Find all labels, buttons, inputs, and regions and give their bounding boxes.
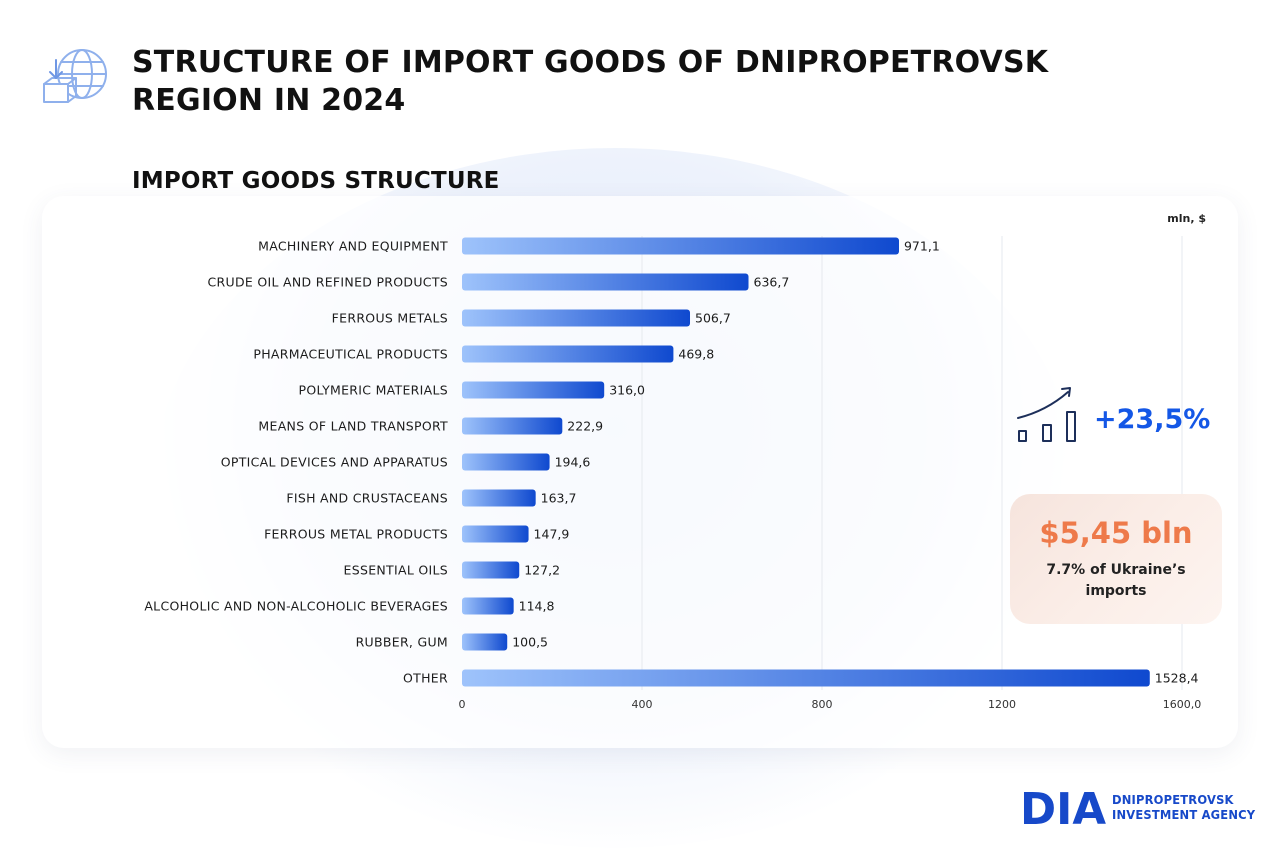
value-label: 316,0: [609, 383, 645, 398]
category-label: PHARMACEUTICAL PRODUCTS: [253, 347, 448, 362]
bar: [462, 237, 899, 255]
bar: [462, 417, 563, 435]
category-label: ESSENTIAL OILS: [344, 563, 448, 578]
category-label: OPTICAL DEVICES AND APPARATUS: [221, 455, 448, 470]
category-label: FERROUS METAL PRODUCTS: [264, 527, 448, 542]
unit-label: mln, $: [1167, 212, 1206, 225]
bars: [462, 237, 1150, 687]
bar: [462, 381, 605, 399]
bar: [462, 669, 1150, 687]
category-label: POLYMERIC MATERIALS: [299, 383, 449, 398]
bar: [462, 597, 514, 615]
globe-import-box-icon: [43, 49, 107, 103]
value-label: 222,9: [567, 419, 603, 434]
page-title: STRUCTURE OF IMPORT GOODS OF DNIPROPETRO…: [132, 45, 1049, 118]
category-label: FISH AND CRUSTACEANS: [286, 491, 448, 506]
value-label: 971,1: [904, 239, 940, 254]
section-title: IMPORT GOODS STRUCTURE: [132, 168, 500, 194]
logo-text: DNIPROPETROVSK INVESTMENT AGENCY: [1112, 792, 1255, 822]
x-tick-label: 1600,0: [1163, 698, 1202, 711]
value-label: 127,2: [524, 563, 560, 578]
category-label: OTHER: [403, 671, 448, 686]
value-label: 636,7: [754, 275, 790, 290]
bar: [462, 489, 536, 507]
value-label: 163,7: [541, 491, 577, 506]
growth-bars-arrow-icon: [1017, 387, 1076, 442]
logo-line-1: DNIPROPETROVSK: [1112, 792, 1234, 807]
labels: 0 400 800 1200 1600,0 MACHINERY AND EQUIPMENT…: [144, 239, 1201, 712]
growth-block: +23,5%: [1012, 384, 1212, 448]
category-label: ALCOHOLIC AND NON-ALCOHOLIC BEVERAGES: [144, 599, 448, 614]
logo-line-2: INVESTMENT AGENCY: [1112, 807, 1256, 822]
x-tick-label: 0: [459, 698, 466, 711]
bar: [462, 273, 749, 291]
category-label: FERROUS METALS: [332, 311, 448, 326]
bar: [462, 453, 550, 471]
value-label: 194,6: [555, 455, 591, 470]
category-label: CRUDE OIL AND REFINED PRODUCTS: [208, 275, 448, 290]
growth-value: +23,5%: [1094, 404, 1211, 435]
value-label: 469,8: [678, 347, 714, 362]
value-label: 506,7: [695, 311, 731, 326]
dia-logo-mark: DIA: [1020, 784, 1106, 828]
x-tick-label: 800: [812, 698, 833, 711]
category-label: MACHINERY AND EQUIPMENT: [258, 239, 448, 254]
dia-logo: DIA DNIPROPETROVSK INVESTMENT AGENCY: [1020, 782, 1255, 832]
logo-mark-text: DIA: [1020, 784, 1106, 828]
value-label: 1528,4: [1155, 671, 1199, 686]
value-label: 100,5: [512, 635, 548, 650]
category-label: MEANS OF LAND TRANSPORT: [258, 419, 448, 434]
total-imports-box: $5,45 bln 7.7% of Ukraine’s imports: [1010, 494, 1222, 624]
x-tick-label: 400: [632, 698, 653, 711]
value-label: 147,9: [534, 527, 570, 542]
value-label: 114,8: [519, 599, 555, 614]
bar: [462, 309, 691, 327]
x-tick-label: 1200: [988, 698, 1016, 711]
total-note: 7.7% of Ukraine’s imports: [1046, 562, 1186, 599]
total-value: $5,45 bln: [1039, 516, 1193, 550]
bar: [462, 345, 674, 363]
bar: [462, 633, 508, 651]
bar: [462, 561, 520, 579]
category-label: RUBBER, GUM: [356, 635, 448, 650]
bar: [462, 525, 529, 543]
